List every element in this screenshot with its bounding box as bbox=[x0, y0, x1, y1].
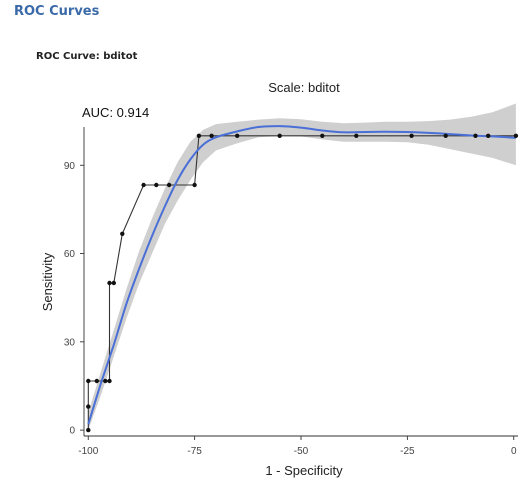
y-tick-label: 90 bbox=[64, 161, 76, 172]
roc-point bbox=[86, 427, 91, 433]
roc-point bbox=[94, 378, 100, 384]
roc-point bbox=[154, 182, 159, 188]
confidence-band bbox=[88, 103, 516, 431]
x-tick-label: -25 bbox=[400, 446, 415, 457]
roc-point bbox=[513, 133, 519, 138]
roc-point bbox=[192, 182, 197, 188]
roc-point bbox=[107, 280, 112, 286]
roc-point bbox=[86, 378, 91, 384]
roc-point bbox=[196, 133, 202, 138]
x-tick-label: -100 bbox=[78, 446, 98, 457]
chart-title: Scale: bditot bbox=[268, 80, 340, 95]
roc-point bbox=[354, 133, 359, 138]
plot-area bbox=[86, 103, 519, 433]
section-title: ROC Curves bbox=[14, 4, 100, 19]
auc-annotation: AUC: 0.914 bbox=[82, 105, 149, 120]
roc-point bbox=[409, 133, 414, 138]
y-axis-label: Sensitivity bbox=[40, 252, 55, 311]
roc-point bbox=[120, 231, 125, 236]
y-tick-label: 60 bbox=[64, 249, 76, 260]
roc-point bbox=[320, 133, 325, 138]
x-tick-label: -75 bbox=[187, 446, 202, 457]
axes bbox=[80, 127, 518, 440]
x-tick-label: -50 bbox=[294, 446, 309, 457]
roc-point bbox=[277, 133, 282, 138]
x-axis-label: 1 - Specificity bbox=[265, 463, 343, 478]
roc-point bbox=[443, 133, 448, 138]
smoothed-roc-curve bbox=[87, 125, 516, 425]
y-tick-label: 0 bbox=[69, 426, 75, 437]
roc-point bbox=[111, 280, 117, 286]
roc-point bbox=[86, 404, 91, 409]
roc-point bbox=[103, 378, 108, 384]
roc-point bbox=[141, 182, 146, 188]
x-tick-label: 0 bbox=[511, 446, 517, 457]
y-tick-label: 30 bbox=[64, 337, 76, 348]
roc-point bbox=[473, 133, 478, 138]
roc-point bbox=[235, 133, 240, 138]
roc-point bbox=[107, 378, 112, 384]
empirical-roc-line bbox=[87, 135, 516, 431]
roc-point bbox=[166, 182, 172, 188]
roc-point bbox=[209, 133, 214, 138]
chart-heading: ROC Curve: bditot bbox=[36, 51, 138, 62]
roc-point bbox=[486, 133, 491, 138]
